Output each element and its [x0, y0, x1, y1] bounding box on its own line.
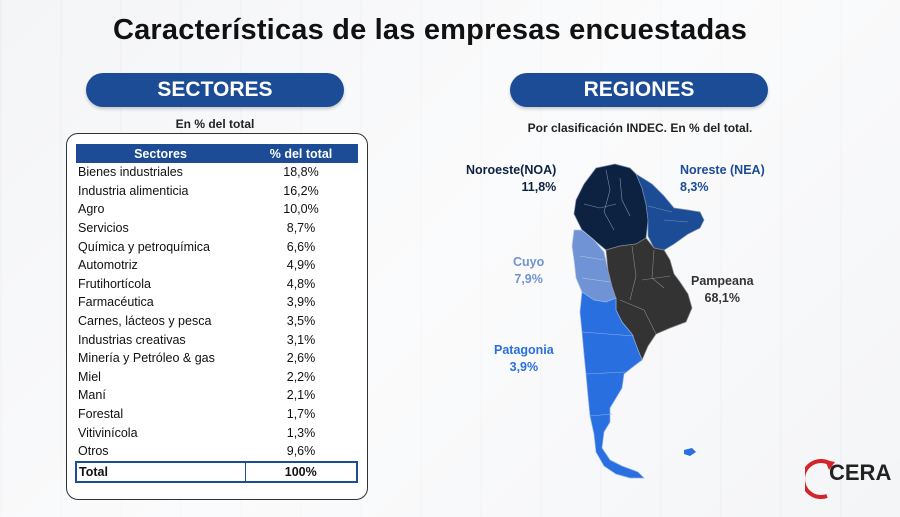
sector-name: Forestal	[78, 407, 124, 422]
region-label-nea: Noreste (NEA) 8,3%	[680, 162, 765, 196]
table-row: Frutihortícola 4,8%	[76, 275, 357, 294]
region-label-cuyo: Cuyo 7,9%	[513, 254, 544, 288]
region-name-cuyo: Cuyo	[513, 255, 545, 269]
region-label-patagonia: Patagonia 3,9%	[494, 342, 554, 376]
region-value-cuyo: 7,9%	[514, 272, 543, 286]
sector-value: 2,2%	[286, 369, 316, 384]
sector-name: Vitivinícola	[78, 425, 138, 440]
table-total-row: Total 100%	[75, 460, 358, 483]
region-name-nea: Noreste (NEA)	[680, 163, 765, 177]
table-row: Farmacéutica 3,9%	[76, 293, 357, 312]
table-row: Maní 2,1%	[76, 386, 357, 405]
column-header-percent: % del total	[244, 144, 358, 163]
sector-value: 3,5%	[286, 314, 316, 329]
table-row: Vitivinícola 1,3%	[76, 423, 357, 442]
table-row: Otros 9,6%	[76, 442, 357, 462]
page-title: Características de las empresas encuesta…	[112, 14, 748, 46]
region-value-patagonia: 3,9%	[509, 360, 539, 374]
sector-name: Frutihortícola	[78, 276, 151, 291]
sector-value: 8,7%	[286, 221, 316, 236]
sector-name: Carnes, lácteos y pesca	[78, 314, 212, 329]
sector-name: Otros	[78, 444, 109, 459]
region-value-noa: 11,8%	[521, 180, 557, 194]
map-nea-borders	[647, 205, 689, 223]
map-noa-borders	[583, 169, 631, 231]
sector-name: Automotriz	[78, 258, 138, 273]
sector-value: 10,0%	[283, 202, 319, 217]
region-value-nea: 8,3%	[680, 180, 709, 194]
sector-name: Agro	[78, 202, 105, 217]
sector-value: 2,6%	[286, 351, 316, 366]
map-region-nea	[635, 173, 705, 251]
table-row: Industria alimenticia 16,2%	[76, 182, 357, 201]
sectores-table-card: Sectores % del total Bienes industriales…	[66, 133, 368, 500]
sector-name: Minería y Petróleo & gas	[78, 351, 215, 366]
table-row: Industrias creativas 3,1%	[76, 330, 357, 349]
cera-logo-icon	[805, 459, 835, 499]
sector-value: 4,9%	[286, 258, 316, 273]
sector-name: Industrias creativas	[78, 332, 186, 347]
sector-value: 2,1%	[286, 388, 316, 403]
region-value-pampeana: 68,1%	[704, 291, 740, 305]
table-row: Minería y Petróleo & gas 2,6%	[76, 349, 357, 368]
region-name-noa: Noroeste(NOA)	[466, 163, 557, 177]
sector-name: Industria alimenticia	[78, 183, 189, 198]
map-patagonia-borders	[581, 331, 635, 417]
column-header-sectores: Sectores	[75, 144, 246, 163]
table-row: Forestal 1,7%	[76, 405, 357, 424]
sector-value: 4,8%	[286, 276, 316, 291]
total-label: Total	[75, 460, 245, 483]
map-cuyo-borders	[579, 255, 611, 283]
sector-value: 6,6%	[286, 239, 316, 254]
logo-text: CERA	[829, 460, 892, 485]
region-name-patagonia: Patagonia	[494, 343, 554, 357]
region-name-pampeana: Pampeana	[691, 274, 754, 288]
sector-name: Servicios	[78, 221, 129, 236]
regiones-subtitle: Por clasificación INDEC. En % del total.	[527, 121, 753, 135]
argentina-regions-map	[571, 163, 705, 479]
map-islands	[684, 448, 696, 456]
table-header-row: Sectores % del total	[75, 144, 358, 163]
total-value: 100%	[244, 460, 358, 483]
sectores-heading: SECTORES	[86, 73, 344, 107]
sector-value: 16,2%	[283, 183, 319, 198]
sector-name: Química y petroquímica	[78, 239, 210, 254]
region-label-pampeana: Pampeana 68,1%	[691, 273, 754, 307]
sectores-table: Sectores % del total Bienes industriales…	[75, 144, 358, 483]
table-row: Servicios 8,7%	[76, 219, 357, 238]
table-row: Miel 2,2%	[76, 368, 357, 387]
region-label-noa: Noroeste(NOA) 11,8%	[466, 162, 556, 196]
table-row: Química y petroquímica 6,6%	[76, 237, 357, 256]
sector-value: 1,3%	[286, 425, 316, 440]
sectores-subtitle: En % del total	[175, 117, 255, 131]
table-row: Bienes industriales 18,8%	[76, 163, 357, 182]
cera-logo: CERA	[805, 458, 891, 506]
sector-name: Maní	[78, 388, 106, 403]
table-row: Automotriz 4,9%	[76, 256, 357, 275]
sector-value: 3,9%	[286, 295, 316, 310]
sector-name: Miel	[78, 369, 101, 384]
map-pampeana-borders	[619, 245, 671, 335]
sector-name: Farmacéutica	[78, 295, 154, 310]
map-region-patagonia	[579, 291, 645, 479]
sector-value: 9,6%	[286, 444, 316, 459]
sector-name: Bienes industriales	[78, 165, 183, 180]
regiones-heading: REGIONES	[510, 73, 768, 107]
sector-value: 3,1%	[286, 332, 316, 347]
sector-value: 1,7%	[286, 407, 316, 422]
sector-value: 18,8%	[283, 165, 319, 180]
table-row: Agro 10,0%	[76, 200, 357, 219]
table-row: Carnes, lácteos y pesca 3,5%	[76, 312, 357, 331]
